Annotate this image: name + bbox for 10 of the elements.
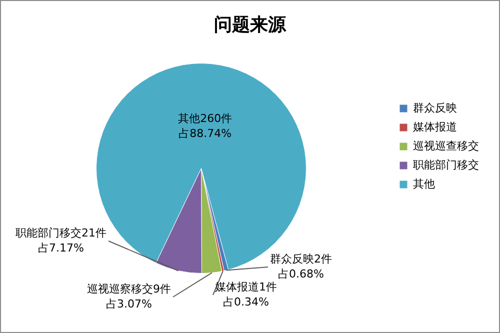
data-label: 巡视巡察移交9件占3.07% <box>87 282 171 310</box>
data-label: 群众反映2件占0.68% <box>270 252 332 280</box>
legend-label: 群众反映 <box>413 101 457 114</box>
legend-label: 媒体报道 <box>413 120 457 134</box>
legend-label: 职能部门移交 <box>413 158 479 172</box>
data-label: 职能部门移交21件占7.17% <box>16 226 106 254</box>
legend-label: 巡视巡查移交 <box>413 139 479 152</box>
chart-title: 问题来源 <box>214 14 287 36</box>
legend-label: 其他 <box>413 177 435 190</box>
data-label: 其他260件占88.74% <box>178 112 232 140</box>
